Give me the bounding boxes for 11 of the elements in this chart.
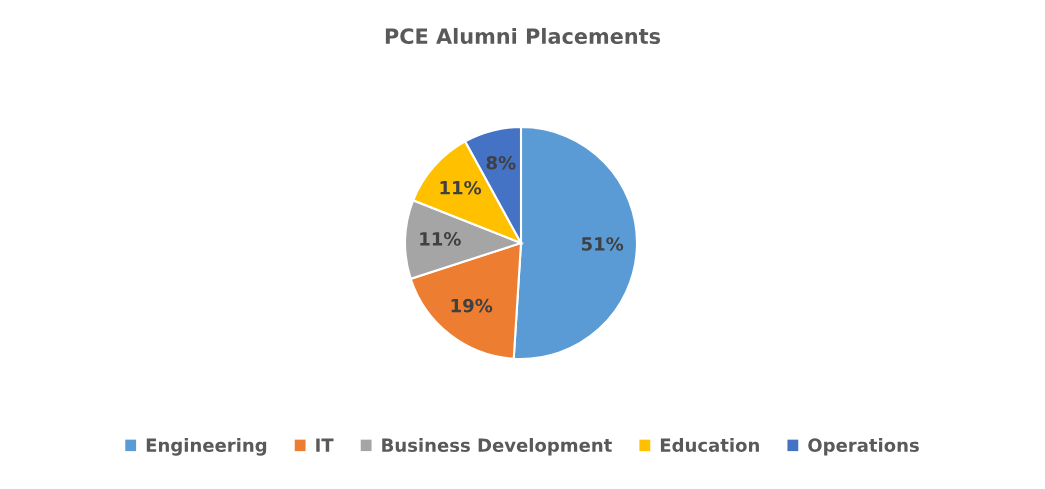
legend-label: Business Development <box>382 438 612 456</box>
legend-label: Education <box>660 438 759 452</box>
data-label: 11% <box>440 180 482 195</box>
data-label: 11% <box>420 232 461 246</box>
legend-label: Operations <box>808 438 919 456</box>
data-label: 19% <box>451 298 493 313</box>
data-label: 8% <box>486 155 516 170</box>
legend-label: IT <box>316 438 334 452</box>
data-label: 51% <box>581 237 624 251</box>
chart-title: PCE Alumni Placements <box>385 27 661 45</box>
legend-label: Engineering <box>146 438 267 456</box>
